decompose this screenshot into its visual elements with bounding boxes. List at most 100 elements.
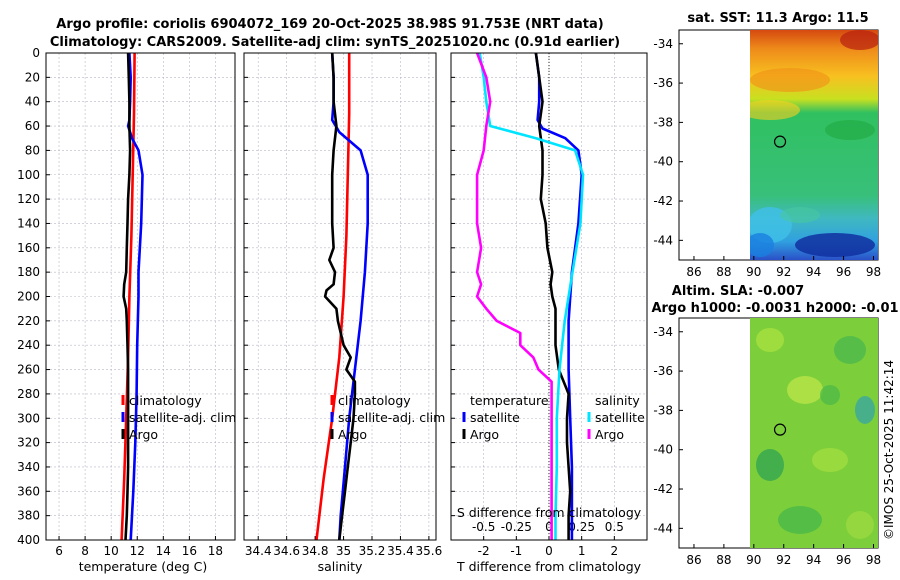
- depth-axis: 0 20 40 60 80 100 120 140 160 180 200 220 240 260 280 3…: [17, 46, 455, 547]
- sst-map-axes: 86 88 90 92 94 96 98 -34 -36 -38 -40 -42 -44: [653, 37, 881, 279]
- sla-patch: [756, 449, 784, 481]
- difference-secondary-xlabel: S difference from climatology: [457, 505, 642, 520]
- sst-patch: [750, 100, 800, 120]
- x-tick-label: 35.4: [387, 544, 414, 558]
- depth-tick-label: 180: [17, 265, 40, 279]
- depth-tick-label: 120: [17, 192, 40, 206]
- secondary-x-tick-label: 0.5: [605, 520, 624, 534]
- sla-patch: [855, 396, 875, 424]
- difference-legend: temperature satellite Argo salinity sate…: [462, 393, 645, 442]
- map-x-tick-label: 88: [716, 553, 731, 567]
- series-line-argo: [122, 52, 132, 541]
- x-tick-label: 18: [208, 544, 223, 558]
- map-y-tick-label: -40: [653, 443, 673, 457]
- depth-tick-label: 400: [17, 533, 40, 547]
- depth-tick-label: 100: [17, 168, 40, 182]
- argo-location-marker: [773, 423, 787, 436]
- depth-tick-label: 40: [25, 95, 40, 109]
- depth-tick-label: 220: [17, 314, 40, 328]
- legend-label-argo: Argo: [338, 427, 367, 442]
- sla-map-axes: 86 88 90 92 94 96 98 -34 -36 -38 -40 -42 -44: [653, 325, 881, 567]
- temperature-legend: climatology satellite-adj. clim Argo: [121, 393, 236, 442]
- depth-tick-label: 140: [17, 216, 40, 230]
- map-x-tick-label: 98: [866, 553, 881, 567]
- title-line-2: Climatology: CARS2009. Satellite-adj cli…: [50, 35, 620, 50]
- depth-tick-label: 380: [17, 509, 40, 523]
- series-line-temperature-satellite: [534, 52, 584, 540]
- sst-patch: [840, 30, 878, 50]
- sst-patch: [750, 233, 774, 257]
- salinity-xlabel: salinity: [318, 559, 363, 574]
- salinity-legend: climatology satellite-adj. clim Argo: [330, 393, 445, 442]
- sst-patches: [750, 30, 878, 257]
- imos-timestamp: ©IMOS 25-Oct-2025 11:42:14: [882, 360, 896, 540]
- depth-tick-label: 300: [17, 411, 40, 425]
- series-line-salinity-argo: [475, 52, 553, 540]
- x-tick-label: 34.6: [273, 544, 300, 558]
- sst-map-title: sat. SST: 11.3 Argo: 11.5: [687, 11, 868, 26]
- sst-patch: [780, 207, 820, 223]
- series-line-climatology: [315, 53, 351, 541]
- x-tick-label: 8: [81, 544, 89, 558]
- sla-patch: [846, 511, 874, 539]
- sla-patch: [820, 385, 840, 405]
- map-x-tick-label: 90: [746, 553, 761, 567]
- depth-tick-label: 0: [32, 46, 40, 60]
- difference-xlabel: T difference from climatology: [456, 559, 642, 574]
- depth-tick-label: 340: [17, 460, 40, 474]
- map-y-tick-label: -34: [653, 37, 673, 51]
- map-x-tick-label: 86: [686, 265, 701, 279]
- legend-label-climatology: climatology: [338, 393, 411, 408]
- temperature-xlabel: temperature (deg C): [79, 559, 208, 574]
- argo-location-marker: [773, 135, 787, 148]
- depth-tick-label: 280: [17, 387, 40, 401]
- series-line-temperature-argo: [534, 52, 572, 540]
- depth-tick-label: 60: [25, 119, 40, 133]
- x-tick-label: 34.4: [245, 544, 272, 558]
- x-tick-label: 0: [545, 544, 553, 558]
- sst-map: 86 88 90 92 94 96 98 -34 -36 -38 -40 -42 -44: [653, 29, 881, 279]
- x-tick-label: 10: [104, 544, 119, 558]
- legend-label-satellite-clim: satellite-adj. clim: [129, 410, 236, 425]
- map-y-tick-label: -38: [653, 403, 673, 417]
- sla-patches: [756, 328, 875, 539]
- sst-patch: [750, 68, 830, 92]
- map-y-tick-label: -44: [653, 521, 673, 535]
- map-x-tick-label: 98: [866, 265, 881, 279]
- map-x-tick-label: 90: [746, 265, 761, 279]
- legend-label-satellite-clim: satellite-adj. clim: [338, 410, 445, 425]
- depth-tick-label: 320: [17, 436, 40, 450]
- x-tick-label: 14: [156, 544, 171, 558]
- depth-tick-label: 20: [25, 70, 40, 84]
- legend-label-t-argo: Argo: [470, 427, 499, 442]
- legend-title-salinity: salinity: [595, 393, 640, 408]
- map-x-tick-label: 92: [776, 265, 791, 279]
- x-tick-label: 35.2: [359, 544, 386, 558]
- depth-tick-label: 160: [17, 241, 40, 255]
- map-y-tick-label: -34: [653, 325, 673, 339]
- map-x-tick-label: 96: [836, 265, 851, 279]
- sla-patch: [812, 448, 848, 472]
- depth-tick-label: 260: [17, 363, 40, 377]
- legend-label-s-satellite: satellite: [595, 410, 645, 425]
- secondary-x-tick-label: -0.25: [501, 520, 532, 534]
- sla-map: 86 88 90 92 94 96 98 -34 -36 -38 -40 -42 -44: [653, 317, 881, 567]
- depth-tick-label: 80: [25, 143, 40, 157]
- x-tick-label: 2: [611, 544, 619, 558]
- difference-panel: -2 -1 0 1 2-0.5 -0.25 0 0.25 0.5: [450, 52, 648, 558]
- legend-label-argo: Argo: [129, 427, 158, 442]
- map-y-tick-label: -40: [653, 155, 673, 169]
- x-tick-label: 12: [130, 544, 145, 558]
- x-tick-label: 1: [578, 544, 586, 558]
- map-y-tick-label: -38: [653, 115, 673, 129]
- map-y-tick-label: -42: [653, 482, 673, 496]
- secondary-x-tick-label: -0.5: [472, 520, 495, 534]
- x-tick-label: -2: [478, 544, 490, 558]
- x-tick-label: 16: [182, 544, 197, 558]
- map-y-tick-label: -36: [653, 76, 673, 90]
- legend-label-t-satellite: satellite: [470, 410, 520, 425]
- sla-patch: [787, 376, 823, 404]
- sla-patch: [834, 336, 866, 364]
- map-x-tick-label: 92: [776, 553, 791, 567]
